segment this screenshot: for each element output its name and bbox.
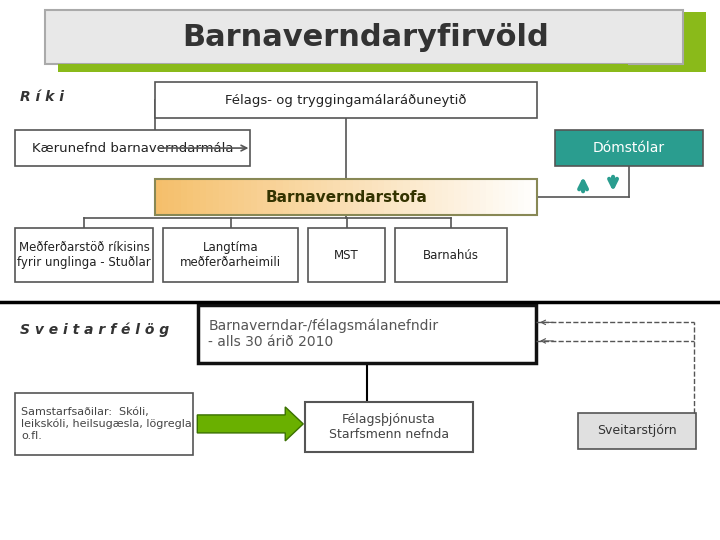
FancyBboxPatch shape [578, 413, 696, 449]
Bar [423, 179, 429, 215]
Text: Barnaverndarstofa: Barnaverndarstofa [265, 190, 427, 205]
Bar [429, 179, 436, 215]
Bar [448, 179, 455, 215]
FancyBboxPatch shape [163, 228, 298, 282]
Bar [403, 179, 410, 215]
Bar [270, 179, 276, 215]
FancyBboxPatch shape [555, 130, 703, 166]
Bar [295, 179, 302, 215]
Bar [156, 179, 162, 215]
Text: R í k i: R í k i [20, 90, 64, 104]
Bar [276, 179, 283, 215]
Bar [340, 179, 347, 215]
Bar [524, 179, 531, 215]
Bar [397, 179, 404, 215]
Text: Barnaverndaryfirvöld: Barnaverndaryfirvöld [182, 23, 549, 52]
Text: Dómstólar: Dómstólar [593, 141, 665, 155]
Bar [327, 179, 334, 215]
Bar [518, 179, 525, 215]
FancyBboxPatch shape [15, 393, 193, 455]
Bar [315, 179, 321, 215]
Bar [320, 179, 328, 215]
FancyBboxPatch shape [308, 228, 385, 282]
Bar [194, 179, 200, 215]
FancyBboxPatch shape [156, 82, 537, 118]
Bar [206, 179, 213, 215]
Bar [257, 179, 264, 215]
FancyBboxPatch shape [395, 228, 507, 282]
Bar [378, 179, 385, 215]
FancyBboxPatch shape [15, 130, 251, 166]
Bar [251, 179, 258, 215]
Text: Barnaverndar-/félagsmálanefndir
- alls 30 árið 2010: Barnaverndar-/félagsmálanefndir - alls 3… [208, 319, 438, 349]
Bar [58, 64, 628, 71]
Bar [384, 179, 391, 215]
Text: Meðferðarstöð ríkisins
fyrir unglinga - Stuðlar: Meðferðarstöð ríkisins fyrir unglinga - … [17, 241, 151, 269]
Bar [372, 179, 379, 215]
Bar [174, 179, 181, 215]
Bar [505, 179, 512, 215]
Text: Kærunefnd barnaverndarmála: Kærunefnd barnaverndarmála [32, 141, 233, 154]
Bar [200, 179, 207, 215]
Bar [365, 179, 372, 215]
Bar [264, 179, 270, 215]
Bar [289, 179, 296, 215]
Bar [238, 179, 245, 215]
Bar [212, 179, 220, 215]
Text: Sveitarstjórn: Sveitarstjórn [597, 424, 677, 437]
Bar [346, 179, 353, 215]
Text: S v e i t a r f é l ö g: S v e i t a r f é l ö g [20, 323, 169, 337]
Bar [244, 179, 251, 215]
Text: MST: MST [334, 248, 359, 261]
Bar [416, 179, 423, 215]
Bar [333, 179, 341, 215]
Text: Félagsþjónusta
Starfsmenn nefnda: Félagsþjónusta Starfsmenn nefnda [329, 413, 449, 441]
Polygon shape [197, 407, 303, 441]
Bar [480, 179, 487, 215]
Bar [461, 179, 467, 215]
FancyBboxPatch shape [198, 305, 536, 363]
Bar [486, 179, 493, 215]
Bar [168, 179, 175, 215]
Bar [391, 179, 397, 215]
Bar [467, 179, 474, 215]
Bar [181, 179, 188, 215]
Bar [531, 179, 538, 215]
Bar [359, 179, 366, 215]
Bar [499, 179, 505, 215]
Text: Langtíma
meðferðarheimili: Langtíma meðferðarheimili [180, 241, 282, 269]
FancyBboxPatch shape [45, 10, 683, 64]
Bar [441, 179, 449, 215]
Bar [410, 179, 417, 215]
Bar [302, 179, 309, 215]
Text: Barnahús: Barnahús [423, 248, 479, 261]
Bar [512, 179, 518, 215]
Text: Samstarfsaðilar:  Skóli,
leikskóli, heilsugæsla, lögregla
o.fl.: Samstarfsaðilar: Skóli, leikskóli, heils… [22, 407, 192, 441]
Bar [162, 179, 168, 215]
Bar [492, 179, 500, 215]
Bar [187, 179, 194, 215]
FancyBboxPatch shape [58, 12, 706, 72]
Bar [232, 179, 238, 215]
FancyBboxPatch shape [15, 228, 153, 282]
Bar [219, 179, 226, 215]
Bar [353, 179, 359, 215]
Bar [474, 179, 480, 215]
Bar [282, 179, 289, 215]
Text: Félags- og tryggingamálaráðuneytið: Félags- og tryggingamálaráðuneytið [225, 93, 467, 106]
Bar [436, 179, 442, 215]
FancyBboxPatch shape [305, 402, 473, 452]
Bar [454, 179, 462, 215]
Bar [225, 179, 232, 215]
Bar [308, 179, 315, 215]
